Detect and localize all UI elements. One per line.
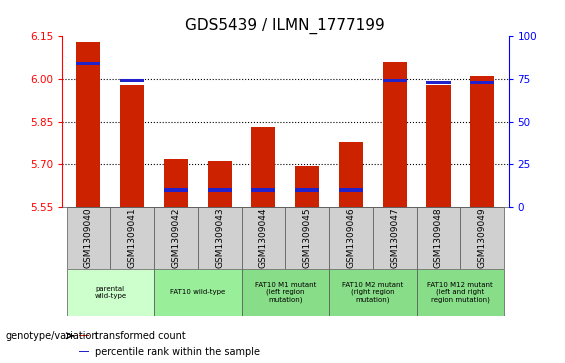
Bar bbox=[383, 62, 407, 207]
Bar bbox=[470, 76, 494, 207]
Bar bbox=[154, 269, 242, 316]
Text: transformed count: transformed count bbox=[95, 331, 186, 341]
Bar bbox=[339, 142, 363, 207]
Bar bbox=[242, 269, 329, 316]
Text: GSM1309048: GSM1309048 bbox=[434, 207, 443, 268]
Text: parental
wild-type: parental wild-type bbox=[94, 286, 127, 299]
Bar bbox=[329, 207, 373, 269]
Text: percentile rank within the sample: percentile rank within the sample bbox=[95, 347, 260, 357]
Bar bbox=[120, 79, 144, 82]
Bar bbox=[373, 207, 416, 269]
Text: GSM1309045: GSM1309045 bbox=[303, 207, 312, 268]
Bar bbox=[76, 42, 101, 207]
Bar bbox=[120, 85, 144, 207]
Bar bbox=[208, 162, 232, 207]
Text: FAT10 wild-type: FAT10 wild-type bbox=[170, 289, 225, 295]
Bar bbox=[416, 269, 504, 316]
Text: FAT10 M1 mutant
(left region
mutation): FAT10 M1 mutant (left region mutation) bbox=[255, 282, 316, 303]
Text: GSM1309046: GSM1309046 bbox=[346, 207, 355, 268]
Text: GSM1309041: GSM1309041 bbox=[128, 207, 137, 268]
Bar bbox=[208, 188, 232, 192]
Bar bbox=[383, 79, 407, 82]
Text: GSM1309042: GSM1309042 bbox=[171, 208, 180, 268]
Bar bbox=[110, 207, 154, 269]
Bar bbox=[79, 335, 89, 336]
Bar bbox=[242, 207, 285, 269]
Bar bbox=[427, 81, 450, 84]
Bar bbox=[154, 207, 198, 269]
Bar bbox=[339, 188, 363, 192]
Bar bbox=[295, 188, 319, 192]
Bar bbox=[76, 62, 101, 65]
Bar bbox=[251, 188, 276, 192]
Bar bbox=[460, 207, 504, 269]
Bar bbox=[164, 188, 188, 192]
Text: GSM1309047: GSM1309047 bbox=[390, 207, 399, 268]
Bar bbox=[251, 127, 276, 207]
Bar bbox=[329, 269, 416, 316]
Text: FAT10 M2 mutant
(right region
mutation): FAT10 M2 mutant (right region mutation) bbox=[342, 282, 403, 303]
Text: genotype/variation: genotype/variation bbox=[6, 331, 98, 341]
Bar bbox=[416, 207, 460, 269]
Text: GSM1309043: GSM1309043 bbox=[215, 207, 224, 268]
Bar bbox=[79, 351, 89, 352]
Bar bbox=[470, 81, 494, 84]
Bar bbox=[427, 85, 450, 207]
Title: GDS5439 / ILMN_1777199: GDS5439 / ILMN_1777199 bbox=[185, 17, 385, 33]
Bar bbox=[164, 159, 188, 207]
Bar bbox=[198, 207, 242, 269]
Text: FAT10 M12 mutant
(left and right
region mutation): FAT10 M12 mutant (left and right region … bbox=[428, 282, 493, 303]
Bar bbox=[67, 269, 154, 316]
Bar bbox=[295, 166, 319, 207]
Text: GSM1309040: GSM1309040 bbox=[84, 207, 93, 268]
Bar bbox=[285, 207, 329, 269]
Bar bbox=[67, 207, 110, 269]
Text: GSM1309049: GSM1309049 bbox=[478, 207, 486, 268]
Text: GSM1309044: GSM1309044 bbox=[259, 208, 268, 268]
